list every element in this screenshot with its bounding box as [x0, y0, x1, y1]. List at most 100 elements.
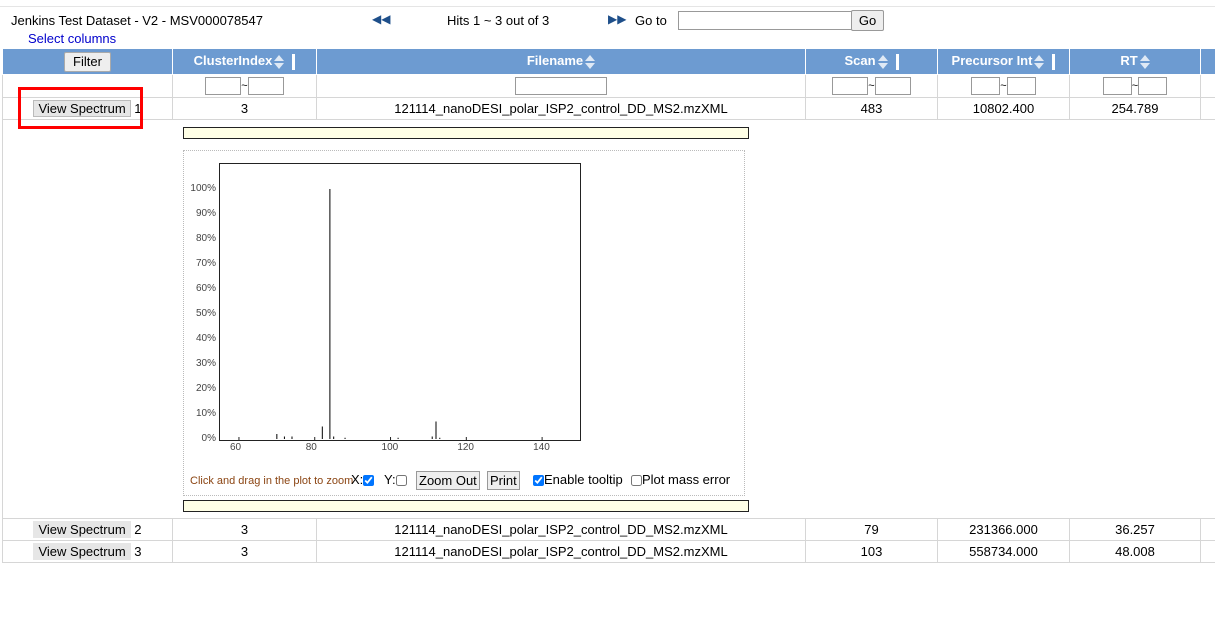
view-spectrum-button[interactable]: View Spectrum	[33, 521, 131, 539]
row-number: 3	[134, 544, 142, 560]
print-button[interactable]: Print	[487, 471, 520, 490]
rt-range-filter: ~	[1069, 74, 1201, 98]
x-tick-label: 140	[533, 442, 550, 453]
cluster-max-input[interactable]	[247, 77, 284, 95]
view-spectrum-button[interactable]: View Spectrum	[33, 100, 131, 118]
table-row: View Spectrum 3 3 121114_nanoDESI_polar_…	[2, 540, 1215, 563]
precursor-cell: 558734.000	[937, 540, 1070, 563]
y-tick-label: 60%	[195, 283, 216, 294]
column-header-scan[interactable]: Scan	[805, 48, 938, 75]
filter-spacer	[1200, 74, 1215, 98]
sort-icon[interactable]	[1139, 54, 1150, 70]
select-columns-link[interactable]: Select columns	[28, 31, 117, 46]
x-tick-label: 120	[457, 442, 474, 453]
y-tick-label: 20%	[195, 383, 216, 394]
filename-cell: 121114_nanoDESI_polar_ISP2_control_DD_MS…	[316, 97, 806, 120]
y-tick-label: 0%	[201, 433, 216, 444]
column-header-precursor-int[interactable]: Precursor Int	[937, 48, 1070, 75]
x-tick-label: 80	[305, 442, 317, 453]
spectrum-top-bar	[183, 127, 749, 139]
rt-max-input[interactable]	[1138, 77, 1168, 95]
results-table: Filter ClusterIndex Filename Scan Precur…	[2, 48, 1215, 563]
scan-cell: 103	[805, 540, 938, 563]
x-axis-labels: 60 80 100 120 140	[219, 441, 581, 455]
rt-cell: 254.789	[1069, 97, 1201, 120]
y-zoom-control: Y:	[384, 472, 407, 487]
goto-label: Go to	[635, 13, 667, 28]
filter-header-cell: Filter	[2, 48, 173, 75]
top-divider	[0, 6, 1215, 7]
y-axis-labels: 100% 90% 80% 70% 60% 50% 40% 30% 20% 10% 0%	[180, 179, 220, 449]
header-spacer	[1200, 48, 1215, 75]
filename-filter	[316, 74, 806, 98]
view-cell: View Spectrum 2	[2, 518, 173, 541]
enable-tooltip-checkbox[interactable]	[533, 475, 544, 487]
precursor-min-input[interactable]	[971, 77, 1001, 95]
scan-max-input[interactable]	[874, 77, 911, 95]
x-zoom-checkbox[interactable]	[363, 475, 375, 487]
y-zoom-checkbox[interactable]	[395, 475, 407, 487]
zoom-out-button[interactable]: Zoom Out	[416, 471, 480, 490]
precursor-cell: 231366.000	[937, 518, 1070, 541]
header-row: Filter ClusterIndex Filename Scan Precur…	[2, 48, 1215, 75]
y-tick-label: 50%	[195, 308, 216, 319]
filename-filter-input[interactable]	[515, 77, 607, 95]
y-tick-label: 40%	[195, 333, 216, 344]
plot-mass-error-control: Plot mass error	[631, 472, 730, 487]
plot-mass-error-checkbox[interactable]	[631, 475, 642, 487]
column-resizer[interactable]	[895, 53, 899, 70]
row-number: 1	[134, 101, 142, 117]
row-number: 2	[134, 522, 142, 538]
rt-cell: 36.257	[1069, 518, 1201, 541]
scan-range-filter: ~	[805, 74, 938, 98]
spectrum-plot[interactable]	[219, 163, 581, 441]
column-resizer[interactable]	[1052, 53, 1056, 70]
go-button[interactable]: Go	[851, 10, 884, 31]
sort-icon[interactable]	[877, 54, 888, 70]
column-header-rt[interactable]: RT	[1069, 48, 1201, 75]
spectrum-plot-svg[interactable]	[220, 164, 580, 440]
spectrum-detail-row	[2, 119, 1215, 519]
row-spacer	[1200, 540, 1215, 563]
cluster-min-input[interactable]	[205, 77, 242, 95]
spectrum-detail-cell	[2, 119, 1215, 519]
cluster-cell: 3	[172, 540, 317, 563]
column-header-clusterindex[interactable]: ClusterIndex	[172, 48, 317, 75]
x-tick-label: 100	[381, 442, 399, 453]
y-tick-label: 70%	[195, 258, 216, 269]
column-resizer[interactable]	[292, 53, 296, 70]
precursor-max-input[interactable]	[1006, 77, 1036, 95]
zoom-hint: Click and drag in the plot to zoom	[190, 475, 354, 487]
y-tick-label: 90%	[195, 208, 216, 219]
scan-cell: 79	[805, 518, 938, 541]
cluster-cell: 3	[172, 518, 317, 541]
sort-icon[interactable]	[585, 54, 596, 70]
spectrum-panel	[183, 150, 745, 496]
y-tick-label: 10%	[195, 408, 216, 419]
highlight-box	[18, 87, 143, 129]
precursor-cell: 10802.400	[937, 97, 1070, 120]
filter-row: ~ ~ ~ ~	[2, 74, 1215, 98]
previous-page-icon[interactable]: ◀◀	[372, 12, 391, 26]
sort-icon[interactable]	[1034, 54, 1045, 70]
hits-counter: Hits 1 ~ 3 out of 3	[447, 13, 550, 28]
row-spacer	[1200, 518, 1215, 541]
next-page-icon[interactable]: ▶▶	[608, 12, 627, 26]
row-spacer	[1200, 97, 1215, 120]
goto-input[interactable]	[678, 11, 854, 30]
view-spectrum-button[interactable]: View Spectrum	[33, 543, 131, 561]
cluster-cell: 3	[172, 97, 317, 120]
scan-cell: 483	[805, 97, 938, 120]
sort-icon[interactable]	[274, 54, 285, 70]
precursor-range-filter: ~	[937, 74, 1070, 98]
filter-button[interactable]: Filter	[64, 51, 111, 72]
page-title: Jenkins Test Dataset - V2 - MSV000078547	[11, 13, 263, 28]
table-row: View Spectrum 1 3 121114_nanoDESI_polar_…	[2, 97, 1215, 120]
view-cell: View Spectrum 3	[2, 540, 173, 563]
column-header-filename[interactable]: Filename	[316, 48, 806, 75]
rt-cell: 48.008	[1069, 540, 1201, 563]
rt-min-input[interactable]	[1102, 77, 1132, 95]
x-zoom-control: X:	[351, 472, 375, 487]
scan-min-input[interactable]	[832, 77, 869, 95]
spectrum-bottom-bar	[183, 500, 749, 512]
